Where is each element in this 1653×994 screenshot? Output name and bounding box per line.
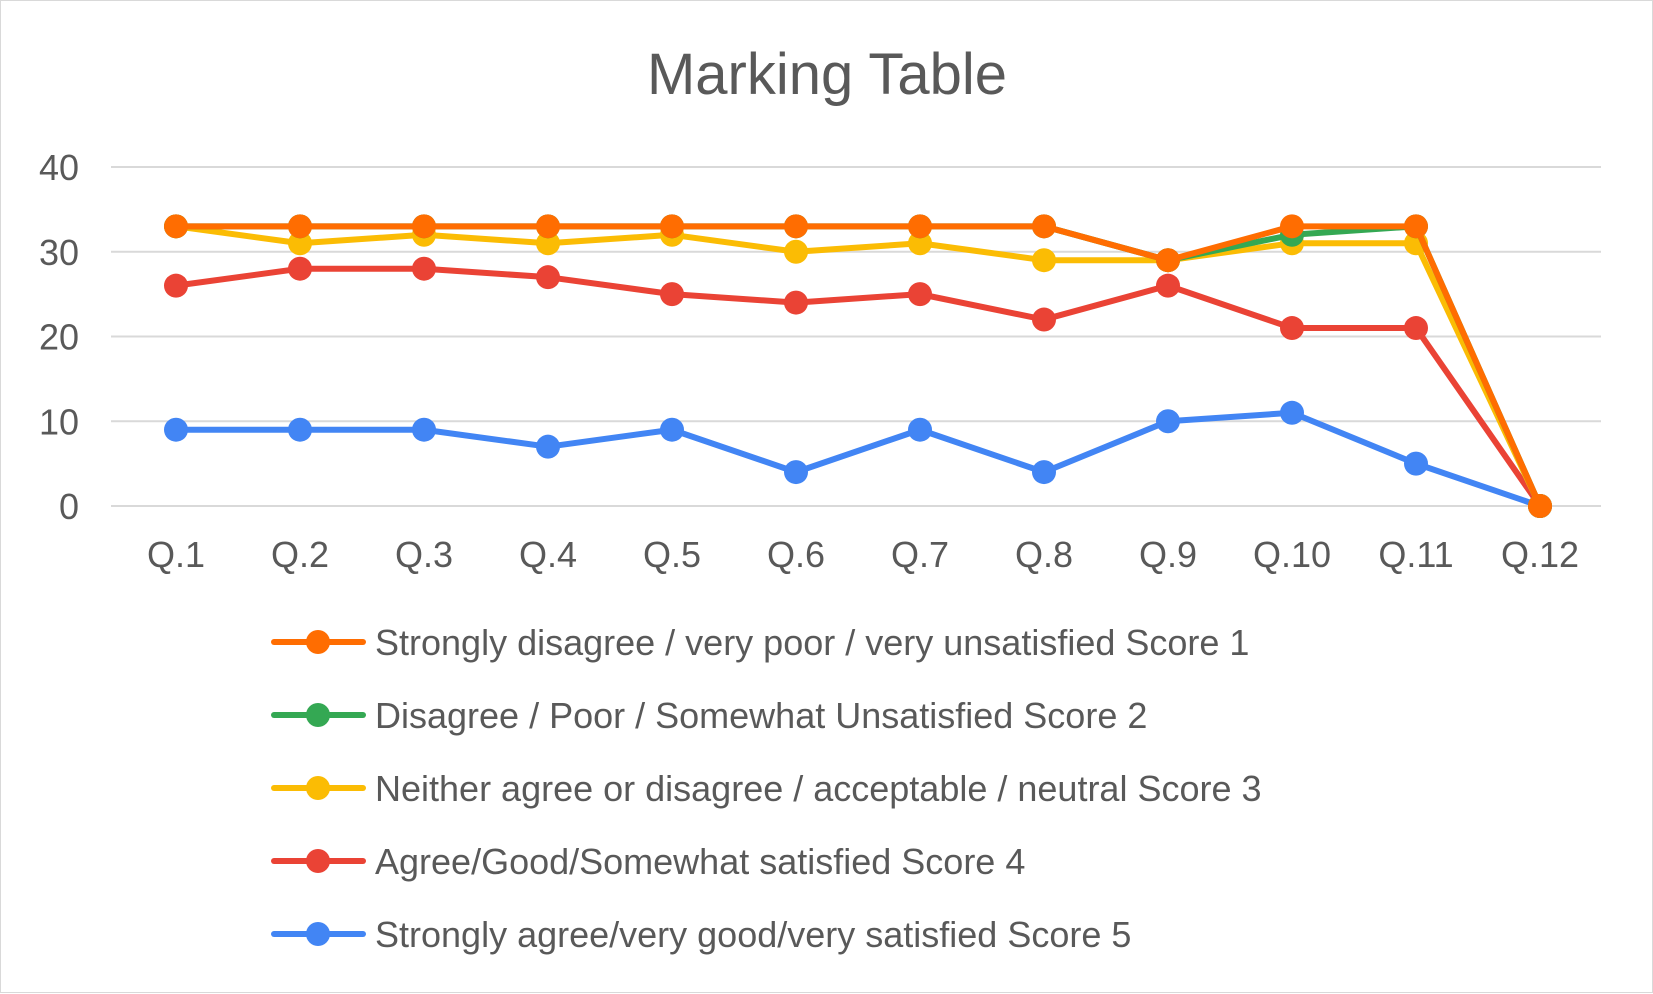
data-point xyxy=(412,214,436,239)
data-point xyxy=(536,434,560,459)
data-point xyxy=(288,231,312,256)
series-2 xyxy=(164,214,1552,518)
data-point xyxy=(1404,214,1428,239)
data-point xyxy=(784,460,808,485)
x-tick-label: Q.7 xyxy=(891,534,949,575)
y-axis-ticks: 0 10 20 30 40 xyxy=(39,147,79,527)
data-point xyxy=(1404,451,1428,476)
y-tick-label: 10 xyxy=(39,401,79,442)
data-point xyxy=(536,214,560,239)
x-tick-label: Q.10 xyxy=(1253,534,1331,575)
data-point xyxy=(1156,273,1180,298)
x-tick-label: Q.8 xyxy=(1015,534,1073,575)
legend-label: Neither agree or disagree / acceptable /… xyxy=(375,768,1262,809)
legend-item: Strongly disagree / very poor / very uns… xyxy=(271,622,1249,663)
series-3 xyxy=(164,214,1552,518)
data-point xyxy=(660,417,684,442)
legend-swatch-marker xyxy=(306,776,330,800)
data-point xyxy=(288,214,312,239)
x-tick-label: Q.9 xyxy=(1139,534,1197,575)
data-point xyxy=(1156,248,1180,273)
series-4 xyxy=(164,256,1552,518)
series-lines xyxy=(164,214,1552,518)
series-1 xyxy=(164,214,1552,518)
data-point xyxy=(536,231,560,256)
data-point xyxy=(1280,316,1304,341)
y-tick-label: 0 xyxy=(59,486,79,527)
series-line xyxy=(173,223,1543,509)
data-point xyxy=(908,231,932,256)
x-tick-label: Q.3 xyxy=(395,534,453,575)
legend-swatch-marker xyxy=(306,849,330,873)
data-point xyxy=(1280,214,1304,239)
x-tick-label: Q.6 xyxy=(767,534,825,575)
data-point xyxy=(660,282,684,307)
data-point xyxy=(784,214,808,239)
data-point xyxy=(1156,409,1180,434)
x-tick-label: Q.12 xyxy=(1501,534,1579,575)
series-line xyxy=(173,409,1543,509)
data-point xyxy=(164,273,188,298)
data-point xyxy=(784,290,808,315)
gridlines xyxy=(111,166,1601,507)
y-tick-label: 20 xyxy=(39,317,79,358)
legend-item: Agree/Good/Somewhat satisfied Score 4 xyxy=(271,841,1025,882)
legend-label: Agree/Good/Somewhat satisfied Score 4 xyxy=(375,841,1025,882)
data-point xyxy=(908,282,932,307)
x-tick-label: Q.1 xyxy=(147,534,205,575)
legend-item: Neither agree or disagree / acceptable /… xyxy=(271,768,1262,809)
data-point xyxy=(164,417,188,442)
legend-item: Strongly agree/very good/very satisfied … xyxy=(271,914,1131,955)
legend-label: Strongly disagree / very poor / very uns… xyxy=(375,622,1249,663)
x-tick-label: Q.4 xyxy=(519,534,577,575)
data-point xyxy=(660,214,684,239)
legend-label: Disagree / Poor / Somewhat Unsatisfied S… xyxy=(375,695,1147,736)
data-point xyxy=(1280,400,1304,425)
data-point xyxy=(412,417,436,442)
x-tick-label: Q.5 xyxy=(643,534,701,575)
series-line xyxy=(173,223,1543,509)
legend-label: Strongly agree/very good/very satisfied … xyxy=(375,914,1131,955)
data-point xyxy=(1032,248,1056,273)
data-point xyxy=(1528,494,1552,518)
x-tick-label: Q.11 xyxy=(1378,534,1453,575)
chart-title: Marking Table xyxy=(647,42,1007,107)
data-point xyxy=(1032,214,1056,239)
data-point xyxy=(288,417,312,442)
series-line xyxy=(173,265,1543,509)
data-point xyxy=(412,256,436,281)
x-tick-label: Q.2 xyxy=(271,534,329,575)
data-point xyxy=(908,417,932,442)
legend-swatch-marker xyxy=(306,703,330,727)
data-point xyxy=(536,265,560,290)
legend: Strongly disagree / very poor / very uns… xyxy=(271,622,1262,955)
legend-swatch-marker xyxy=(306,630,330,654)
data-point xyxy=(784,239,808,264)
x-axis-ticks: Q.1 Q.2 Q.3 Q.4 Q.5 Q.6 Q.7 Q.8 Q.9 Q.10 Q.11 Q.12 xyxy=(147,534,1579,575)
y-tick-label: 30 xyxy=(39,232,79,273)
legend-item: Disagree / Poor / Somewhat Unsatisfied S… xyxy=(271,695,1147,736)
data-point xyxy=(1404,316,1428,341)
data-point xyxy=(1032,460,1056,485)
legend-swatch-marker xyxy=(306,922,330,946)
data-point xyxy=(164,214,188,239)
data-point xyxy=(908,214,932,239)
y-tick-label: 40 xyxy=(39,147,79,188)
data-point xyxy=(288,256,312,281)
data-point xyxy=(1032,307,1056,332)
series-5 xyxy=(164,400,1552,518)
